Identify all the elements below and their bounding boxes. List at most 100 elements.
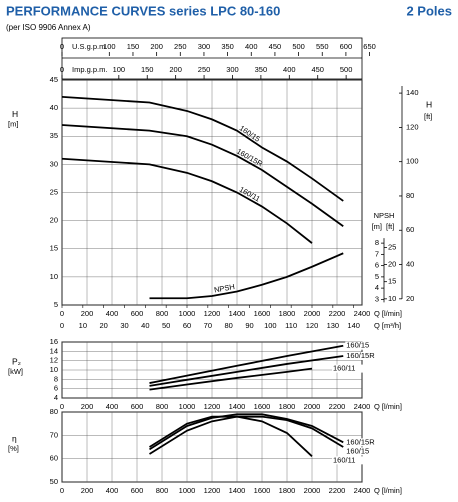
x2-tick-label: 20 [99, 321, 107, 330]
npsh-m-tick-label: 8 [375, 238, 379, 247]
curve [149, 367, 313, 391]
y-tick-label: 40 [50, 103, 58, 112]
npsh-m-tick-label: 3 [375, 294, 379, 303]
ft-tick-label: 140 [406, 88, 419, 97]
curve-label: 160/15R [346, 437, 375, 446]
x-tick-label: 2400 [354, 402, 371, 411]
x-tick-label: 2000 [304, 309, 321, 318]
x-tick-label: 800 [156, 309, 169, 318]
x-tick-label: 2200 [329, 309, 346, 318]
x-tick-label: 1800 [279, 402, 296, 411]
curve-label: 160/11 [333, 364, 355, 373]
curve-label: 160/15R [346, 351, 375, 360]
x-axis-label: Q [l/min] [374, 402, 402, 411]
x-tick-label: 400 [106, 486, 119, 495]
x-tick-label: 2000 [304, 486, 321, 495]
npsh-m-tick-label: 5 [375, 272, 379, 281]
curve-label-bg [345, 438, 378, 447]
x-tick-label: 200 [81, 402, 94, 411]
npsh-ft-tick-label: 25 [388, 242, 396, 251]
x-axis-label: Q [l/min] [374, 486, 402, 495]
x-tick-label: 1000 [179, 309, 196, 318]
y-tick-label: 20 [50, 216, 58, 225]
x-tick-label: 1400 [229, 309, 246, 318]
ft-tick-label: 100 [406, 157, 419, 166]
x-tick-label: 800 [156, 486, 169, 495]
y-tick-label: 70 [50, 430, 58, 439]
y-axis-label: H [12, 109, 18, 119]
y2-axis-unit: [ft] [424, 112, 432, 121]
x-tick-label: 600 [131, 309, 144, 318]
x2-tick-label: 140 [347, 321, 360, 330]
ft-tick-label: 60 [406, 225, 414, 234]
y-axis-unit: [%] [8, 444, 19, 453]
title: PERFORMANCE CURVES series LPC 80-160 [6, 3, 280, 18]
y-tick-label: 60 [50, 454, 58, 463]
y-tick-label: 4 [54, 393, 58, 402]
x-tick-label: 1400 [229, 402, 246, 411]
curve-label-bg [345, 447, 378, 456]
gpm-tick-label: 400 [245, 42, 258, 51]
x-tick-label: 1200 [204, 486, 221, 495]
y-tick-label: 35 [50, 131, 58, 140]
npsh-m-tick-label: 7 [375, 249, 379, 258]
curve-label-bg [332, 364, 364, 373]
curve [149, 355, 344, 387]
gpm-tick-label: 650 [363, 42, 376, 51]
x2-tick-label: 90 [245, 321, 253, 330]
ft-tick-label: 120 [406, 122, 419, 131]
npsh-ft-tick-label: 10 [388, 294, 396, 303]
y-tick-label: 14 [50, 346, 58, 355]
x-tick-label: 800 [156, 402, 169, 411]
x2-tick-label: 30 [120, 321, 128, 330]
y-axis-label: η [12, 433, 17, 443]
curve-label-bg [345, 341, 378, 350]
y-tick-label: 12 [50, 356, 58, 365]
curve-label: 160/15 [346, 446, 369, 455]
gpm-tick-label: 300 [198, 42, 211, 51]
x-tick-label: 1000 [179, 486, 196, 495]
x-tick-label: 2200 [329, 486, 346, 495]
gpm-tick-label: 150 [141, 65, 154, 74]
x-tick-label: 2400 [354, 486, 371, 495]
curve-label: NPSH [213, 282, 235, 295]
x2-tick-label: 0 [60, 321, 64, 330]
x-tick-label: 0 [60, 486, 64, 495]
y-tick-label: 6 [54, 384, 58, 393]
x2-tick-label: 70 [204, 321, 212, 330]
y-tick-label: 15 [50, 244, 58, 253]
ft-tick-label: 20 [406, 294, 414, 303]
gpm-tick-label: 100 [113, 65, 126, 74]
y-tick-label: 8 [54, 374, 58, 383]
ft-tick-label: 80 [406, 191, 414, 200]
x2-axis-label: Q [m³/h] [374, 321, 401, 330]
npsh-ft-tick-label: 20 [388, 260, 396, 269]
x-tick-label: 1600 [254, 402, 271, 411]
gpm-tick-label: 0 [60, 42, 64, 51]
curve [149, 413, 344, 451]
y-axis-unit: [m] [8, 119, 18, 128]
y-tick-label: 80 [50, 407, 58, 416]
x2-tick-label: 130 [327, 321, 340, 330]
gpm-tick-label: 200 [169, 65, 182, 74]
x-tick-label: 0 [60, 309, 64, 318]
gpm-tick-label: 150 [127, 42, 140, 51]
npsh-ft-tick-label: 15 [388, 277, 396, 286]
gpm-tick-label: 500 [340, 65, 353, 74]
x2-tick-label: 50 [162, 321, 170, 330]
x-tick-label: 1000 [179, 402, 196, 411]
y-tick-label: 25 [50, 187, 58, 196]
curve [149, 344, 344, 384]
npsh-unit-ft: [ft] [386, 222, 394, 231]
gpm-tick-label: 250 [174, 42, 187, 51]
x-tick-label: 200 [81, 309, 94, 318]
x2-tick-label: 40 [141, 321, 149, 330]
y-axis-unit: [kW] [8, 367, 23, 376]
x2-tick-label: 100 [264, 321, 277, 330]
gpm-tick-label: 450 [269, 42, 282, 51]
x-tick-label: 600 [131, 486, 144, 495]
gpm-tick-label: 450 [311, 65, 324, 74]
x-tick-label: 400 [106, 402, 119, 411]
y-tick-label: 10 [50, 272, 58, 281]
